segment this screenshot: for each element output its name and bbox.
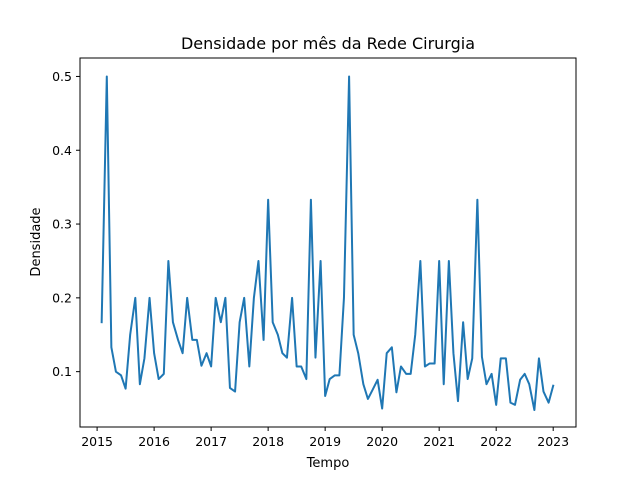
x-tick-label: 2015 [81,434,113,449]
plot-frame [79,57,577,428]
x-axis-ticks: 2015 2016 2017 2018 2019 2020 2021 2022 2023 [81,427,569,449]
x-tick-label: 2021 [423,434,455,449]
chart-title: Densidade por mês da Rede Cirurgia [181,34,475,53]
plot-area: 2015 2016 2017 2018 2019 2020 2021 2022 2023 0.1… [52,57,577,449]
x-tick-label: 2018 [252,434,284,449]
x-tick-label: 2017 [195,434,227,449]
y-tick-label: 0.3 [52,217,72,232]
y-tick-label: 0.2 [52,290,72,305]
x-tick-label: 2019 [309,434,341,449]
x-tick-label: 2023 [537,434,569,449]
x-axis-label: Tempo [306,456,350,471]
y-axis-label: Densidade [29,207,44,276]
y-axis-ticks: 0.1 0.2 0.3 0.4 0.5 [52,69,80,379]
x-tick-label: 2016 [138,434,170,449]
x-tick-label: 2022 [480,434,512,449]
y-tick-label: 0.1 [52,364,72,379]
y-tick-label: 0.5 [52,69,72,84]
plot-background [80,58,576,427]
series-line [100,75,555,412]
x-tick-label: 2020 [366,434,398,449]
y-tick-label: 0.4 [52,143,72,158]
